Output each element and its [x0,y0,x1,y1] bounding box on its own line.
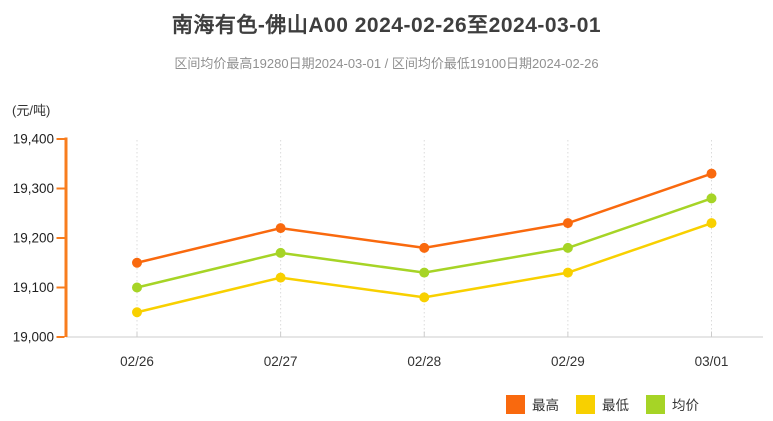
chart-subtitle: 区间均价最高19280日期2024-03-01 / 区间均价最低19100日期2… [174,56,599,71]
data-point-marker [275,247,286,258]
legend-label: 均价 [672,398,699,413]
legend-item-均价[interactable]: 均价 [646,394,699,414]
data-point-marker [562,218,573,229]
y-tick-label: 19,400 [13,132,54,147]
legend-swatch-icon [646,394,665,414]
x-tick-label: 02/28 [407,354,441,369]
x-tick-label: 02/29 [551,354,585,369]
legend-swatch-icon [506,394,525,414]
data-point-marker [562,242,573,253]
data-point-marker [275,272,286,283]
data-point-marker [419,292,430,303]
chart-title: 南海有色-佛山A00 2024-02-26至2024-03-01 [171,14,602,37]
y-tick-label: 19,000 [13,330,54,345]
legend-swatch-icon [576,394,595,414]
legend-label: 最高 [532,398,559,413]
legend-item-最高[interactable]: 最高 [506,394,559,414]
data-point-marker [132,282,142,293]
data-point-marker [562,267,573,278]
data-point-marker [132,257,142,268]
x-tick-label: 02/26 [120,354,154,369]
data-point-marker [275,223,286,234]
y-tick-label: 19,200 [13,231,54,246]
data-point-marker [706,168,717,179]
data-point-marker [419,242,430,253]
chart-legend: 最高 最低 均价 [506,394,699,414]
data-point-marker [132,307,142,318]
x-tick-label: 02/27 [264,354,298,369]
y-tick-label: 19,300 [13,181,54,196]
data-point-marker [419,267,430,278]
legend-item-最低[interactable]: 最低 [576,394,629,414]
x-tick-label: 03/01 [695,354,729,369]
data-point-marker [706,193,717,204]
y-tick-label: 19,100 [13,280,54,295]
y-axis-unit-label: (元/吨) [12,103,51,118]
legend-label: 最低 [602,398,629,413]
data-point-marker [706,218,717,229]
